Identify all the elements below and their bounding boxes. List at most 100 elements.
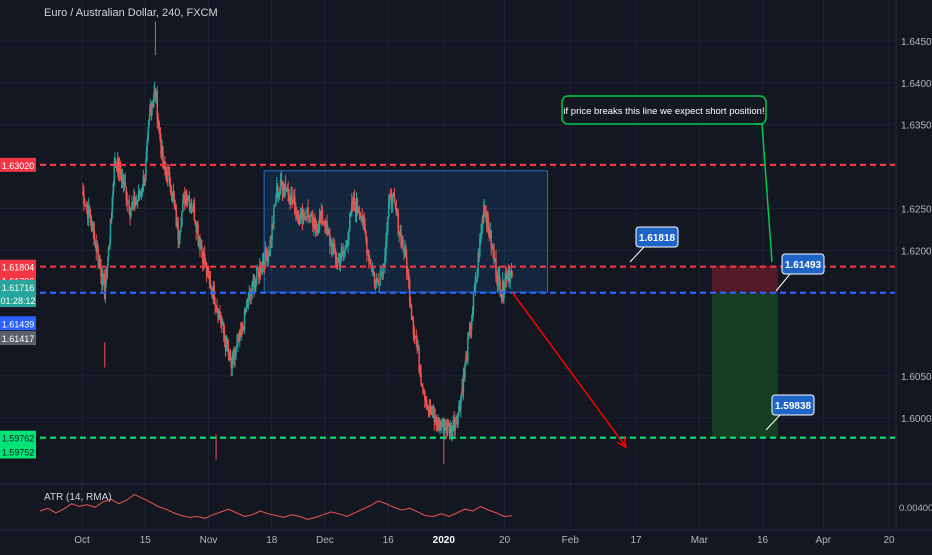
candle: [375, 273, 378, 289]
candle: [362, 215, 364, 230]
candle: [237, 333, 239, 352]
note-pointer: [755, 123, 773, 263]
candle-body: [152, 99, 155, 105]
candle: [453, 411, 455, 440]
candle-body: [495, 258, 497, 278]
candle: [394, 201, 397, 211]
candle-body: [118, 164, 121, 174]
callout-pointer: [629, 246, 645, 263]
candle-body: [510, 270, 512, 273]
candle: [380, 266, 382, 276]
candle-body: [86, 207, 89, 219]
callout-text: 1.59838: [775, 401, 812, 412]
candle: [385, 233, 387, 263]
candle: [169, 177, 172, 195]
candle: [407, 268, 410, 289]
candle-body: [137, 190, 140, 202]
candle-body: [237, 337, 239, 344]
candle-body: [165, 169, 167, 174]
price-axis-tag: 1.59752: [0, 444, 36, 459]
candle: [229, 348, 232, 361]
candle-body: [377, 279, 380, 285]
candle-body: [286, 189, 288, 191]
candle: [242, 326, 245, 332]
candle: [180, 217, 182, 233]
candle-body: [480, 231, 482, 238]
candle-body: [306, 208, 308, 219]
candle: [121, 168, 124, 188]
candle: [174, 199, 177, 211]
candle-body: [183, 195, 185, 202]
candle: [395, 199, 398, 216]
callout-pointer: [765, 414, 781, 431]
candle: [125, 186, 128, 207]
candle: [433, 406, 436, 431]
price-tag-bg: [0, 259, 36, 274]
horizontal-levels-layer: [0, 163, 895, 439]
candle-body: [302, 214, 305, 224]
candle: [315, 220, 318, 237]
candle: [379, 264, 381, 287]
candle: [246, 297, 249, 309]
candle: [273, 204, 275, 231]
candle: [172, 183, 175, 203]
candle-body: [474, 277, 477, 289]
candle-body: [510, 270, 513, 272]
candle-body: [262, 260, 265, 264]
candle-body: [124, 181, 127, 188]
candle: [185, 189, 188, 208]
candle: [177, 216, 179, 249]
candle: [159, 127, 161, 143]
candle-body: [156, 92, 159, 120]
candle-body: [166, 173, 168, 182]
candle-body: [242, 326, 245, 330]
price-axis-tag: 1.61716: [0, 280, 36, 295]
x-tick-label: 16: [757, 535, 769, 546]
candle: [314, 217, 317, 238]
price-axis-tag: 1.59762: [0, 430, 36, 445]
candle-body: [88, 206, 91, 216]
candle: [420, 364, 422, 387]
candle-body: [136, 201, 139, 203]
candle: [290, 186, 292, 205]
candle-body: [258, 264, 261, 278]
candle: [421, 382, 423, 388]
candle: [188, 191, 191, 213]
candle-body: [366, 239, 368, 254]
candle-body: [339, 260, 342, 267]
candle-body: [233, 354, 235, 360]
candle: [445, 419, 448, 439]
candle-body: [406, 256, 408, 274]
candle: [171, 191, 174, 204]
candle: [423, 388, 425, 395]
candle: [403, 247, 405, 261]
candle-body: [294, 196, 296, 214]
candle-body: [332, 245, 334, 254]
candle: [409, 297, 412, 309]
candle-body: [162, 148, 164, 168]
candle: [477, 247, 480, 278]
candle: [346, 239, 348, 248]
candle: [245, 299, 248, 313]
candle-body: [426, 406, 429, 409]
candle-body: [89, 215, 92, 223]
candle: [337, 252, 340, 262]
candle-body: [241, 323, 244, 327]
candle: [439, 420, 441, 435]
candle: [436, 418, 438, 431]
candle: [381, 271, 383, 281]
candle-body: [109, 218, 112, 244]
candle: [223, 325, 226, 348]
candle: [302, 208, 305, 225]
candle-body: [464, 364, 466, 378]
candle: [511, 270, 513, 279]
candle-body: [428, 405, 431, 413]
candle: [367, 249, 369, 256]
candle: [298, 215, 301, 226]
candle: [468, 332, 470, 340]
candle-body: [142, 176, 145, 190]
candle-body: [479, 237, 482, 240]
candle-body: [84, 205, 86, 207]
